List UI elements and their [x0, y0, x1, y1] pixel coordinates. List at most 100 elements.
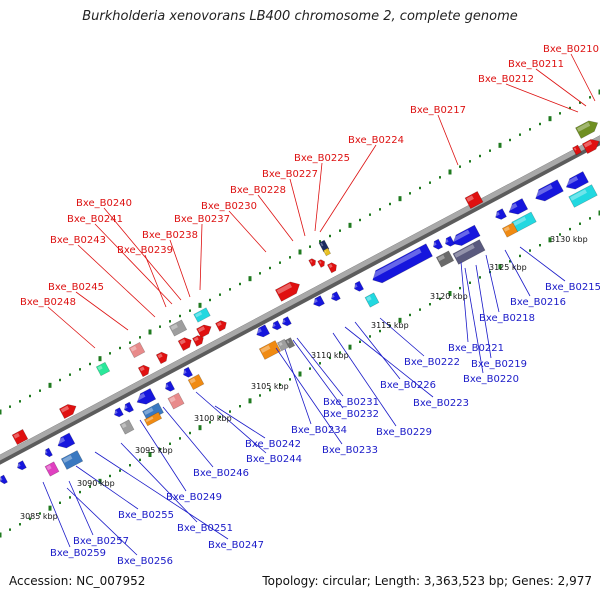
- gene-feature[interactable]: [187, 373, 205, 391]
- gene-feature[interactable]: [168, 319, 188, 337]
- gene-feature[interactable]: [215, 319, 228, 332]
- bottom-gene-label[interactable]: Bxe_B0249: [166, 492, 222, 503]
- gene-feature[interactable]: [254, 324, 271, 339]
- bottom-gene-label[interactable]: Bxe_B0215: [545, 282, 600, 293]
- top-gene-label[interactable]: Bxe_B0237: [174, 214, 230, 225]
- bottom-gene-label[interactable]: Bxe_B0220: [463, 374, 519, 385]
- gene-feature[interactable]: [11, 428, 29, 446]
- gene-feature[interactable]: [143, 411, 163, 427]
- gene-feature[interactable]: [167, 392, 185, 410]
- bottom-gene-label[interactable]: Bxe_B0246: [193, 468, 249, 479]
- gene-feature[interactable]: [0, 474, 8, 485]
- gene-feature[interactable]: [163, 380, 176, 393]
- gene-feature[interactable]: [563, 171, 589, 193]
- gene-feature[interactable]: [113, 407, 124, 419]
- gene-feature[interactable]: [317, 259, 327, 268]
- gene-feature[interactable]: [95, 361, 111, 377]
- gene-feature[interactable]: [364, 292, 380, 308]
- top-gene-label[interactable]: Bxe_B0225: [294, 153, 350, 164]
- bottom-gene-label[interactable]: Bxe_B0231: [323, 397, 379, 408]
- gene-feature[interactable]: [501, 222, 519, 238]
- bottom-gene-label[interactable]: Bxe_B0234: [291, 425, 347, 436]
- gene-feature[interactable]: [352, 280, 365, 293]
- bottom-gene-label[interactable]: Bxe_B0226: [380, 380, 436, 391]
- gene-feature[interactable]: [276, 338, 290, 352]
- bottom-gene-label[interactable]: Bxe_B0233: [322, 445, 378, 456]
- gene-feature[interactable]: [16, 460, 27, 472]
- top-gene-label[interactable]: Bxe_B0228: [230, 185, 286, 196]
- gene-feature[interactable]: [44, 461, 60, 477]
- top-gene-label[interactable]: Bxe_B0238: [142, 230, 198, 241]
- gene-feature[interactable]: [311, 295, 325, 309]
- bottom-gene-label[interactable]: Bxe_B0219: [471, 359, 527, 370]
- top-gene-label[interactable]: Bxe_B0211: [508, 59, 564, 70]
- gene-feature[interactable]: [493, 208, 507, 222]
- top-gene-label[interactable]: Bxe_B0227: [262, 169, 318, 180]
- top-gene-label[interactable]: Bxe_B0230: [201, 201, 257, 212]
- bottom-gene-label[interactable]: Bxe_B0244: [246, 454, 302, 465]
- gene-feature[interactable]: [506, 198, 529, 217]
- gene-feature[interactable]: [271, 320, 282, 332]
- bottom-gene-label[interactable]: Bxe_B0223: [413, 398, 469, 409]
- gene-feature[interactable]: [274, 279, 302, 302]
- gene-feature[interactable]: [137, 363, 152, 378]
- gene-feature[interactable]: [308, 258, 318, 267]
- gene-feature[interactable]: [58, 401, 78, 420]
- top-gene-label[interactable]: Bxe_B0210: [543, 44, 599, 55]
- top-gene-label[interactable]: Bxe_B0241: [67, 214, 123, 225]
- gene-feature[interactable]: [60, 450, 84, 470]
- gene-feature[interactable]: [55, 432, 76, 451]
- bottom-gene-label[interactable]: Bxe_B0256: [117, 556, 173, 567]
- bottom-gene-label[interactable]: Bxe_B0251: [177, 523, 233, 534]
- top-gene-label[interactable]: Bxe_B0224: [348, 135, 404, 146]
- bottom-gene-label[interactable]: Bxe_B0247: [208, 540, 264, 551]
- bottom-gene-label[interactable]: Bxe_B0216: [510, 297, 566, 308]
- gene-feature[interactable]: [193, 307, 211, 323]
- top-gene-label[interactable]: Bxe_B0212: [478, 74, 534, 85]
- gene-feature[interactable]: [122, 401, 135, 414]
- gene-feature[interactable]: [452, 239, 486, 265]
- top-gene-label[interactable]: Bxe_B0248: [20, 297, 76, 308]
- gene-feature[interactable]: [284, 337, 296, 349]
- gene-feature[interactable]: [431, 238, 444, 251]
- gene-feature[interactable]: [568, 184, 598, 208]
- top-gene-label[interactable]: Bxe_B0239: [117, 245, 173, 256]
- gene-feature[interactable]: [450, 224, 481, 249]
- bottom-gene-label[interactable]: Bxe_B0259: [50, 548, 106, 559]
- gene-feature[interactable]: [192, 334, 205, 347]
- top-gene-label[interactable]: Bxe_B0240: [76, 198, 132, 209]
- gene-feature[interactable]: [572, 144, 582, 156]
- bottom-gene-label[interactable]: Bxe_B0218: [479, 313, 535, 324]
- gene-feature[interactable]: [581, 136, 600, 155]
- gene-feature[interactable]: [464, 191, 484, 209]
- gene-feature[interactable]: [443, 235, 456, 248]
- gene-feature[interactable]: [330, 291, 341, 303]
- bottom-gene-label[interactable]: Bxe_B0257: [73, 536, 129, 547]
- gene-feature[interactable]: [575, 118, 600, 139]
- gene-feature[interactable]: [43, 447, 53, 458]
- gene-feature[interactable]: [369, 243, 433, 286]
- gene-feature[interactable]: [435, 250, 455, 268]
- gene-feature[interactable]: [155, 350, 170, 365]
- gene-feature[interactable]: [196, 322, 213, 339]
- gene-feature[interactable]: [134, 388, 157, 407]
- bottom-gene-label[interactable]: Bxe_B0255: [118, 510, 174, 521]
- gene-feature[interactable]: [281, 316, 292, 328]
- gene-feature[interactable]: [128, 341, 146, 359]
- bottom-gene-label[interactable]: Bxe_B0221: [448, 343, 504, 354]
- bottom-gene-label[interactable]: Bxe_B0222: [404, 357, 460, 368]
- gene-feature[interactable]: [258, 340, 282, 360]
- top-gene-label[interactable]: Bxe_B0217: [410, 105, 466, 116]
- gene-feature[interactable]: [533, 179, 564, 205]
- bottom-gene-label[interactable]: Bxe_B0232: [323, 409, 379, 420]
- gene-feature[interactable]: [326, 261, 338, 274]
- top-gene-label[interactable]: Bxe_B0245: [48, 282, 104, 293]
- bottom-gene-label[interactable]: Bxe_B0242: [245, 439, 301, 450]
- gene-feature[interactable]: [142, 402, 164, 422]
- gene-feature[interactable]: [322, 247, 332, 257]
- gene-feature[interactable]: [119, 419, 135, 435]
- bottom-gene-label[interactable]: Bxe_B0229: [376, 427, 432, 438]
- gene-feature[interactable]: [177, 335, 194, 352]
- top-gene-label[interactable]: Bxe_B0243: [50, 235, 106, 246]
- gene-feature[interactable]: [181, 366, 194, 379]
